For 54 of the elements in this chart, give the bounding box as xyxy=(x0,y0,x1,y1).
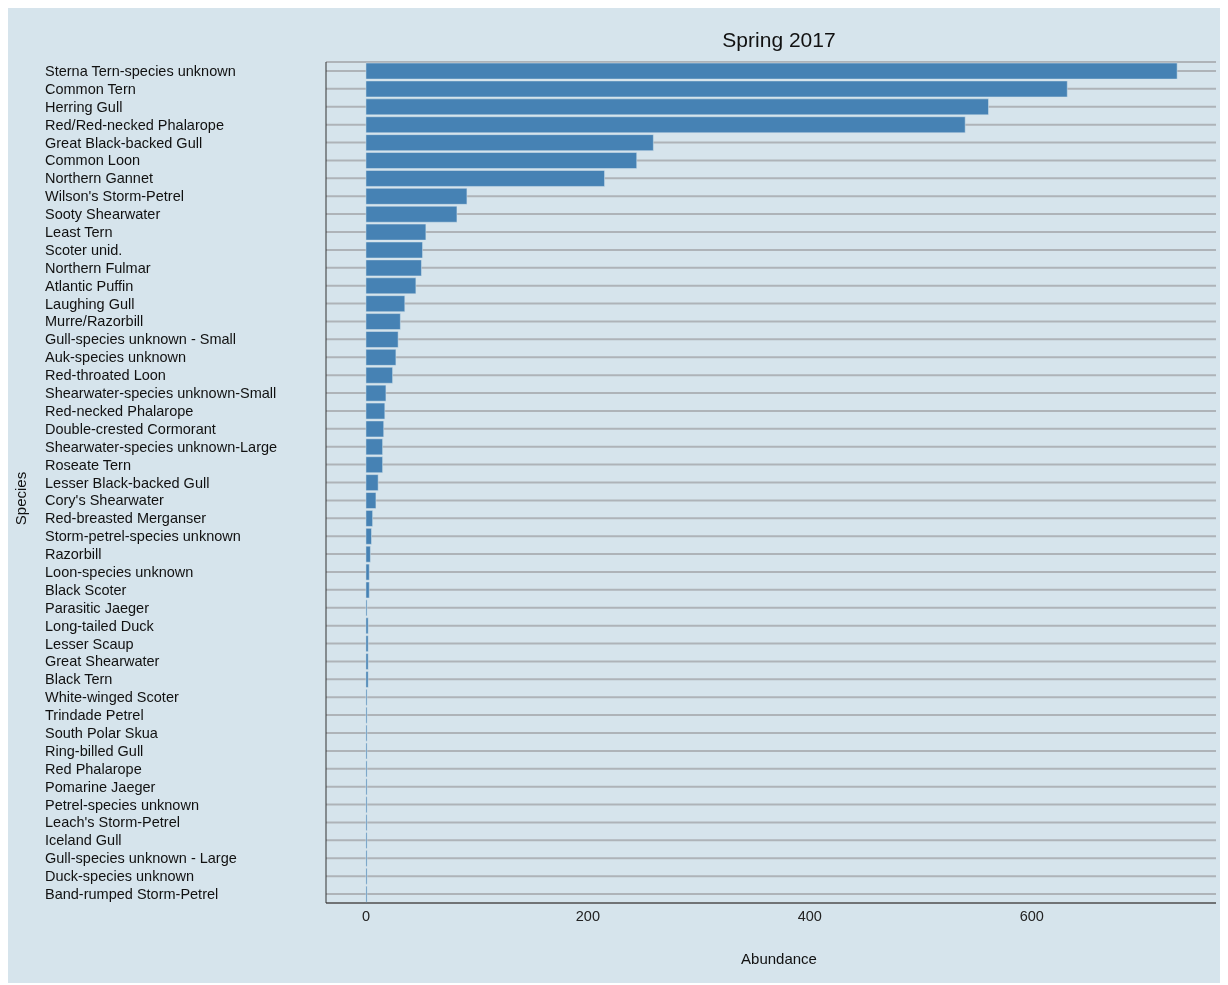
y-axis-title: Species xyxy=(12,471,30,525)
y-tick-label: Black Scoter xyxy=(45,581,127,598)
y-tick-label: Northern Fulmar xyxy=(45,259,151,276)
x-axis-title: Abundance xyxy=(740,950,818,967)
y-tick-label: Great Shearwater xyxy=(45,653,160,670)
y-tick-label: Atlantic Puffin xyxy=(45,277,134,294)
y-tick-label: Northern Gannet xyxy=(45,170,154,187)
y-tick-label: Red Phalarope xyxy=(45,760,142,777)
y-tick-label: Pomarine Jaeger xyxy=(45,778,156,795)
y-tick-label: Parasitic Jaeger xyxy=(45,599,150,616)
y-tick-label: White-winged Scoter xyxy=(45,689,179,706)
x-tick-label: 200 xyxy=(575,908,600,925)
y-tick-label: Wilson's Storm-Petrel xyxy=(45,188,184,205)
x-tick-label: 600 xyxy=(1019,908,1044,925)
y-tick-label: Double-crested Cormorant xyxy=(45,420,216,437)
y-tick-label: Trindade Petrel xyxy=(45,707,144,724)
y-tick-label: Loon-species unknown xyxy=(45,563,194,580)
y-tick-label: Murre/Razorbill xyxy=(45,313,144,330)
y-tick-label: Iceland Gull xyxy=(45,832,122,849)
y-tick-label: Cory's Shearwater xyxy=(45,492,164,509)
y-tick-label: Ring-billed Gull xyxy=(45,742,144,759)
y-tick-label: Band-rumped Storm-Petrel xyxy=(45,886,219,903)
y-tick-label: Shearwater-species unknown-Small xyxy=(45,385,277,402)
y-tick-label: Sooty Shearwater xyxy=(45,206,161,223)
y-tick-label: Sterna Tern-species unknown xyxy=(45,62,236,79)
y-tick-label: Gull-species unknown - Small xyxy=(45,331,236,348)
y-tick-label: Long-tailed Duck xyxy=(45,617,155,634)
y-tick-label: Red-breasted Merganser xyxy=(45,510,207,527)
y-tick-label: Shearwater-species unknown-Large xyxy=(45,438,278,455)
y-tick-label: Auk-species unknown xyxy=(45,349,187,366)
x-tick-label: 0 xyxy=(361,908,370,925)
y-tick-label: Duck-species unknown xyxy=(45,868,195,885)
y-tick-label: Petrel-species unknown xyxy=(45,796,199,813)
y-tick-label: Great Black-backed Gull xyxy=(45,134,203,151)
y-tick-label: Roseate Tern xyxy=(45,456,131,473)
y-tick-label: Leach's Storm-Petrel xyxy=(45,814,180,831)
x-tick-label: 400 xyxy=(797,908,822,925)
y-tick-label: Common Tern xyxy=(45,80,136,97)
y-tick-label: Red/Red-necked Phalarope xyxy=(45,116,224,133)
chart-title: Spring 2017 xyxy=(721,28,837,52)
y-tick-label: Lesser Scaup xyxy=(45,635,134,652)
y-tick-label: Razorbill xyxy=(45,546,102,563)
y-tick-label: South Polar Skua xyxy=(45,725,159,742)
y-tick-label: Common Loon xyxy=(45,152,141,169)
y-tick-label: Least Tern xyxy=(45,223,113,240)
y-tick-label: Scoter unid. xyxy=(45,241,123,258)
y-tick-label: Herring Gull xyxy=(45,98,123,115)
y-tick-label: Black Tern xyxy=(45,671,113,688)
y-tick-label: Storm-petrel-species unknown xyxy=(45,528,241,545)
y-tick-label: Red-throated Loon xyxy=(45,367,166,384)
y-tick-label: Lesser Black-backed Gull xyxy=(45,474,210,491)
y-tick-label: Gull-species unknown - Large xyxy=(45,850,237,867)
y-tick-label: Red-necked Phalarope xyxy=(45,402,194,419)
y-tick-label: Laughing Gull xyxy=(45,295,135,312)
